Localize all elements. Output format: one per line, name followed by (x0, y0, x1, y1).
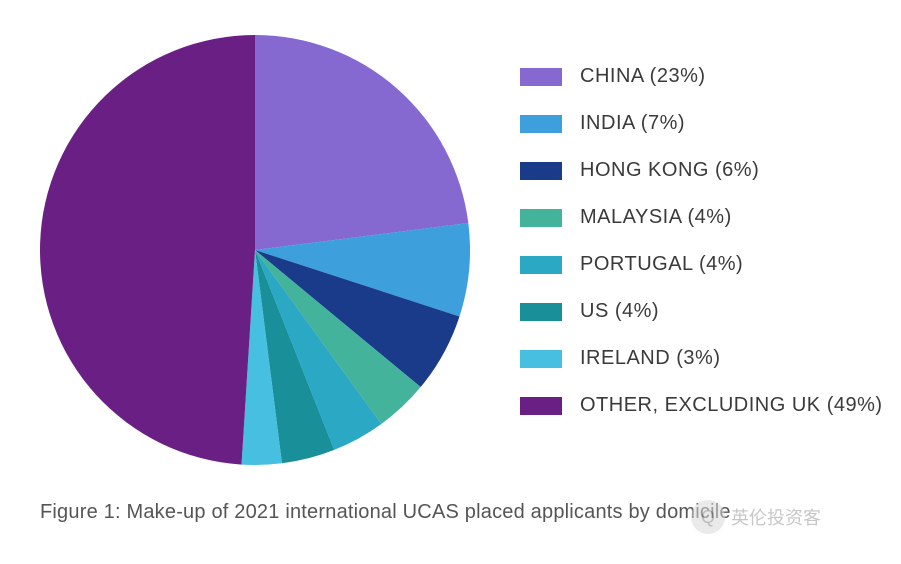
legend-swatch (520, 256, 562, 274)
legend-item: OTHER, EXCLUDING UK (49%) (520, 394, 883, 417)
pie-svg (40, 35, 470, 465)
legend-item: IRELAND (3%) (520, 347, 883, 370)
legend-swatch (520, 68, 562, 86)
pie-slice (40, 35, 255, 465)
legend-item: US (4%) (520, 300, 883, 323)
figure-caption: Figure 1: Make-up of 2021 international … (40, 501, 731, 524)
watermark-icon: Q (691, 500, 725, 534)
legend-label: PORTUGAL (4%) (580, 253, 743, 276)
legend-item: PORTUGAL (4%) (520, 253, 883, 276)
pie-slice (255, 35, 468, 250)
legend-label: US (4%) (580, 300, 659, 323)
legend-swatch (520, 350, 562, 368)
legend-label: OTHER, EXCLUDING UK (49%) (580, 394, 883, 417)
watermark: Q 英伦投资客 (691, 500, 821, 534)
legend-item: HONG KONG (6%) (520, 159, 883, 182)
legend-swatch (520, 209, 562, 227)
legend-label: HONG KONG (6%) (580, 159, 759, 182)
legend-label: IRELAND (3%) (580, 347, 720, 370)
legend-swatch (520, 162, 562, 180)
pie-chart-container: CHINA (23%) INDIA (7%) HONG KONG (6%) MALAY… (40, 30, 860, 470)
legend-swatch (520, 115, 562, 133)
watermark-text: 英伦投资客 (731, 504, 821, 530)
legend-item: MALAYSIA (4%) (520, 206, 883, 229)
legend-item: CHINA (23%) (520, 65, 883, 88)
legend: CHINA (23%) INDIA (7%) HONG KONG (6%) MALAY… (520, 65, 883, 441)
legend-item: INDIA (7%) (520, 112, 883, 135)
legend-label: INDIA (7%) (580, 112, 685, 135)
pie-chart (40, 35, 470, 465)
legend-swatch (520, 397, 562, 415)
legend-swatch (520, 303, 562, 321)
legend-label: MALAYSIA (4%) (580, 206, 732, 229)
legend-label: CHINA (23%) (580, 65, 706, 88)
